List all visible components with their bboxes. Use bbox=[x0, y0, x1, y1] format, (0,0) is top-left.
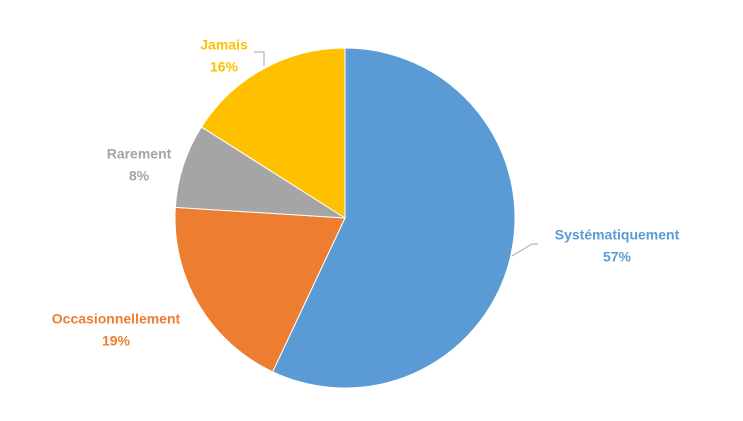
slice-value-label: 16% bbox=[210, 59, 239, 75]
slice-label: Rarement bbox=[107, 146, 172, 162]
slice-label: Occasionnellement bbox=[52, 311, 181, 327]
leader-line bbox=[511, 243, 538, 257]
pie-slice bbox=[200, 47, 346, 219]
slice-value-label: 57% bbox=[603, 249, 632, 265]
slice-value-label: 19% bbox=[102, 333, 131, 349]
slice-label: Systématiquement bbox=[555, 227, 680, 243]
slice-value-label: 8% bbox=[129, 168, 150, 184]
slice-label: Jamais bbox=[200, 37, 248, 53]
leader-line bbox=[254, 51, 265, 66]
pie-slice bbox=[271, 47, 516, 389]
pie-slice bbox=[174, 206, 346, 373]
